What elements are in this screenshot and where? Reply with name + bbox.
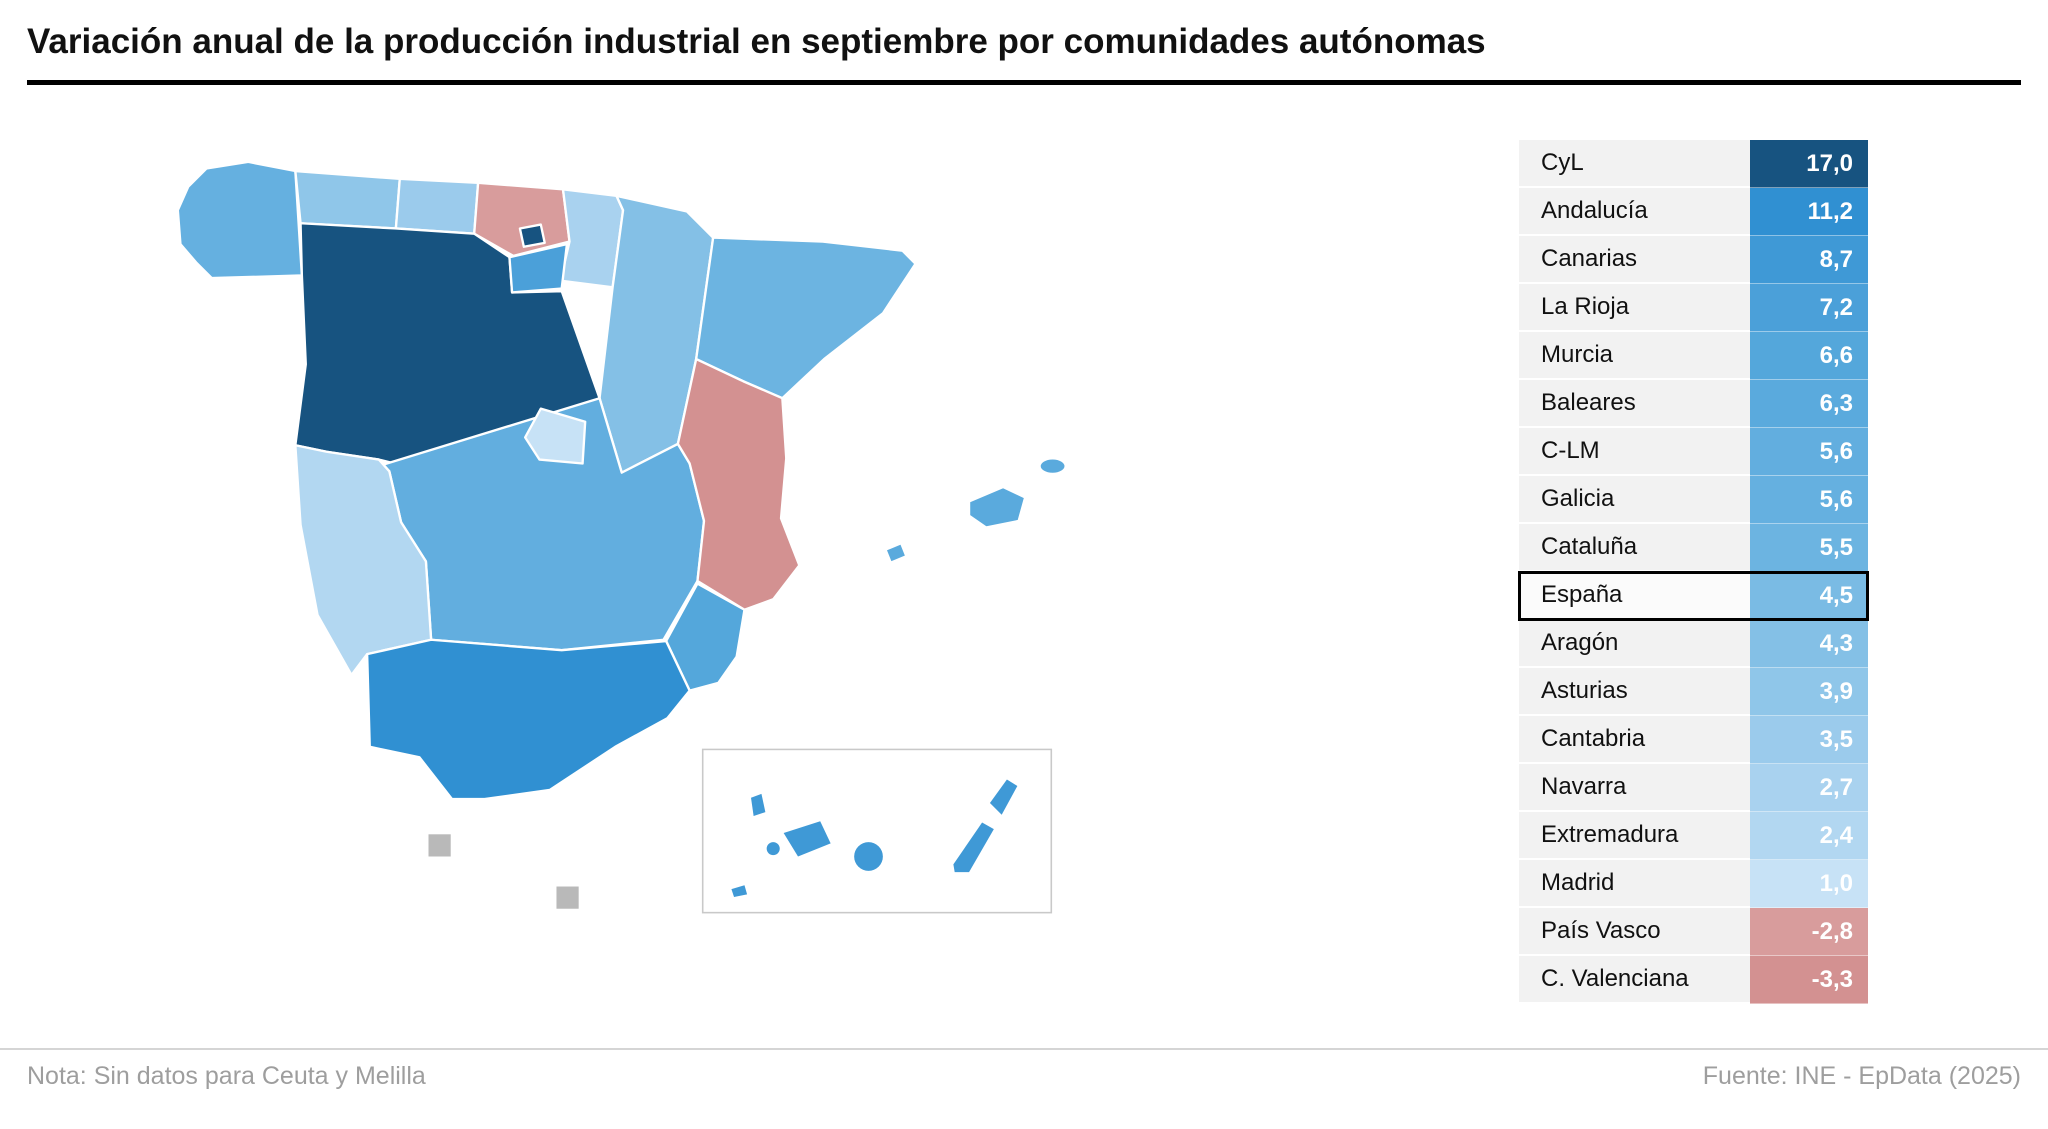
ranking-row: Asturias 3,9 [1519,668,1868,716]
region-label: C-LM [1519,428,1750,476]
region-value: -3,3 [1750,956,1868,1004]
region-label: Canarias [1519,236,1750,284]
footer-divider [0,1048,2048,1050]
ranking-row: España 4,5 [1518,571,1869,621]
map-region-cantabria [394,177,480,235]
region-value: 3,5 [1750,716,1868,764]
map-region-cyl-enclave [518,223,546,248]
region-label: Asturias [1519,668,1750,716]
ranking-row: Aragón 4,3 [1519,620,1868,668]
region-label: País Vasco [1519,908,1750,956]
ranking-row: Canarias 8,7 [1519,236,1868,284]
title-divider [27,80,2021,85]
ranking-row: Baleares 6,3 [1519,380,1868,428]
map-region-ceuta [428,834,451,857]
map-region-canarias [731,779,1018,897]
region-value: 6,6 [1750,332,1868,380]
region-value: 5,6 [1750,476,1868,524]
map-region-la-rioja [508,242,569,294]
region-label: C. Valenciana [1519,956,1750,1004]
region-value: 17,0 [1750,140,1868,188]
region-value: 7,2 [1750,284,1868,332]
region-label: Baleares [1519,380,1750,428]
region-value: 6,3 [1750,380,1868,428]
region-label: Extremadura [1519,812,1750,860]
ranking-row: Madrid 1,0 [1519,860,1868,908]
ranking-row: Extremadura 2,4 [1519,812,1868,860]
map-region-melilla [556,886,579,909]
ranking-row: Cantabria 3,5 [1519,716,1868,764]
region-value: 5,5 [1750,524,1868,572]
region-label: Navarra [1519,764,1750,812]
map-region-extremadura [294,444,433,677]
ranking-row: C-LM 5,6 [1519,428,1868,476]
footer-source: Fuente: INE - EpData (2025) [1702,1062,2021,1090]
region-label: España [1519,572,1750,620]
map-region-galicia [176,160,304,280]
region-value: -2,8 [1750,908,1868,956]
spain-choropleth-map [170,128,1097,940]
footer-note: Nota: Sin datos para Ceuta y Melilla [27,1062,426,1090]
region-label: Galicia [1519,476,1750,524]
map-region-c-valenciana [676,357,801,611]
ranking-row: Cataluña 5,5 [1519,524,1868,572]
canary-inset-box [701,748,1053,914]
region-value: 11,2 [1750,188,1868,236]
region-value: 4,5 [1750,572,1868,620]
map-region-andalucia [365,638,691,801]
ranking-row: País Vasco -2,8 [1519,908,1868,956]
region-label: Andalucía [1519,188,1750,236]
ranking-row: Navarra 2,7 [1519,764,1868,812]
region-value: 3,9 [1750,668,1868,716]
map-region-asturias [294,169,401,230]
region-label: La Rioja [1519,284,1750,332]
region-value: 2,4 [1750,812,1868,860]
ranking-table: CyL 17,0 Andalucía 11,2 Canarias 8,7 La Rioja 7… [1518,140,1869,1004]
page-title: Variación anual de la producción industr… [27,22,1486,61]
map-region-madrid [523,407,587,465]
ranking-row: Murcia 6,6 [1519,332,1868,380]
region-value: 1,0 [1750,860,1868,908]
region-value: 5,6 [1750,428,1868,476]
ranking-row: Galicia 5,6 [1519,476,1868,524]
ranking-row: La Rioja 7,2 [1519,284,1868,332]
ranking-row: C. Valenciana -3,3 [1519,956,1868,1004]
ranking-row: Andalucía 11,2 [1519,188,1868,236]
ranking-row: CyL 17,0 [1519,140,1868,188]
region-label: Cataluña [1519,524,1750,572]
region-value: 2,7 [1750,764,1868,812]
map-region-pais-vasco [473,181,571,258]
region-label: Aragón [1519,620,1750,668]
region-label: CyL [1519,140,1750,188]
spain-map-svg [176,160,1067,914]
region-label: Murcia [1519,332,1750,380]
region-value: 8,7 [1750,236,1868,284]
map-region-baleares [884,457,1067,564]
region-value: 4,3 [1750,620,1868,668]
region-label: Madrid [1519,860,1750,908]
region-label: Cantabria [1519,716,1750,764]
